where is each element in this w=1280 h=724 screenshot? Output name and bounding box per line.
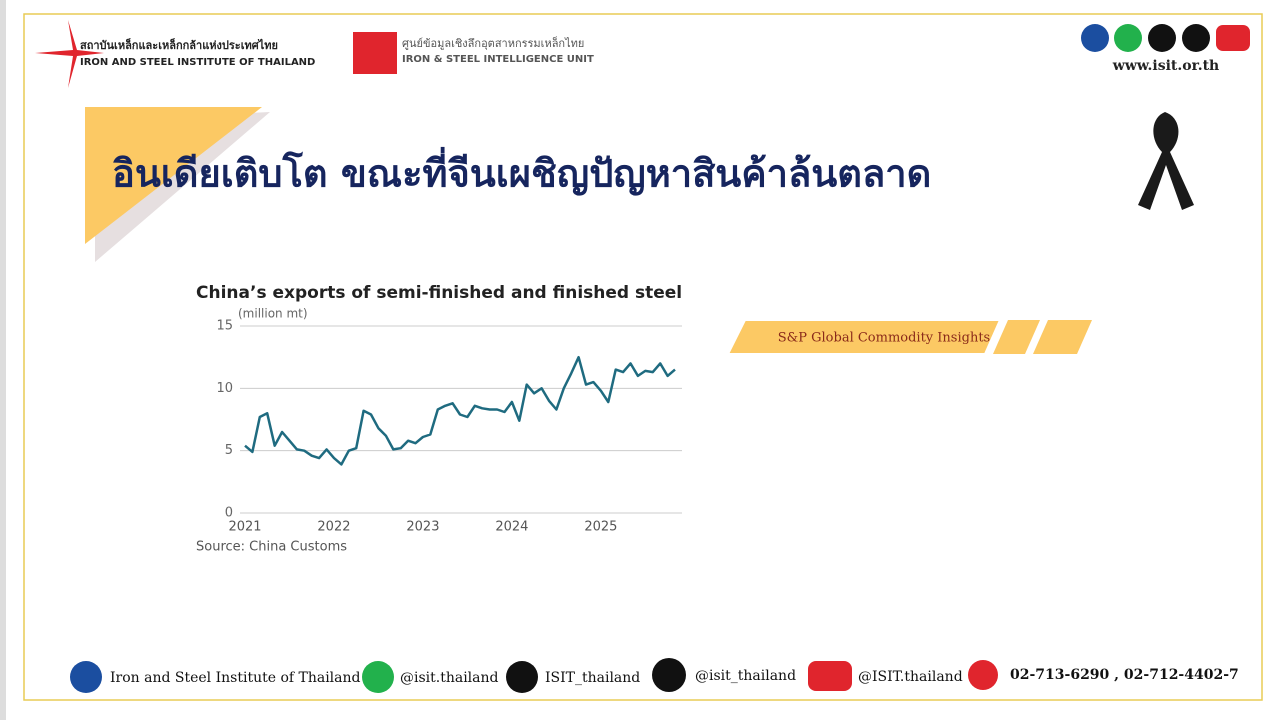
chart-source: Source: China Customs	[196, 540, 347, 555]
chart-title: China’s exports of semi-finished and fin…	[196, 283, 682, 303]
footer-tiktok[interactable]: @isit_thailand	[695, 668, 796, 684]
tag	[726, 319, 1002, 355]
frame	[23, 13, 1263, 701]
x-tick-label: 2024	[495, 520, 528, 535]
x-tick-label: 2025	[584, 520, 617, 535]
chart: China’s exports of semi-finished and fin…	[196, 283, 682, 555]
x-tick-label: 2021	[228, 520, 261, 535]
tag-stripe	[1033, 320, 1092, 354]
title-accent	[85, 107, 262, 244]
website[interactable]: www.isit.or.th	[1112, 58, 1219, 74]
y-tick-label: 5	[225, 443, 233, 458]
isit-logo	[35, 20, 104, 88]
phone-icon	[968, 660, 998, 690]
line-icon[interactable]	[362, 661, 394, 693]
data-line	[244, 355, 676, 466]
y-tick-label: 0	[225, 506, 233, 521]
slide-title: อินเดียเติบโต ขณะที่จีนเผชิญปัญหาสินค้าล…	[112, 147, 931, 196]
unit-logo	[353, 32, 397, 74]
y-tick-label: 10	[216, 381, 233, 396]
org-thai: สถาบันเหล็กและเหล็กกล้าแห่งประเทศไทย	[80, 38, 278, 52]
x-tick-label: 2022	[317, 520, 350, 535]
y-tick-label: 15	[216, 319, 233, 334]
footer-line[interactable]: @isit.thailand	[400, 670, 499, 686]
facebook-icon[interactable]	[1081, 24, 1109, 52]
y-axis-label: (million mt)	[238, 307, 308, 321]
tag-stripe	[993, 320, 1040, 354]
footer-phone: 02-713-6290 , 02-712-4402-7	[1010, 667, 1239, 683]
unit-en: IRON & STEEL INTELLIGENCE UNIT	[402, 54, 594, 65]
ribbon	[1138, 112, 1194, 210]
left-edge	[0, 0, 6, 720]
facebook-icon[interactable]	[70, 661, 102, 693]
youtube-icon[interactable]	[808, 661, 852, 691]
footer-x[interactable]: ISIT_thailand	[545, 670, 640, 686]
footer-facebook[interactable]: Iron and Steel Institute of Thailand	[110, 670, 361, 686]
footer-youtube[interactable]: @ISIT.thailand	[858, 669, 963, 685]
tiktok-icon[interactable]	[1182, 24, 1210, 52]
source-tag: S&P Global Commodity Insights	[778, 331, 990, 346]
line-icon[interactable]	[1114, 24, 1142, 52]
unit-thai: ศูนย์ข้อมูลเชิงลึกอุตสาหกรรมเหล็กไทย	[402, 36, 584, 50]
x-icon[interactable]	[506, 661, 538, 693]
org-en: IRON AND STEEL INSTITUTE OF THAILAND	[80, 57, 315, 68]
x-icon[interactable]	[1148, 24, 1176, 52]
tiktok-icon[interactable]	[652, 658, 686, 692]
youtube-icon[interactable]	[1216, 25, 1250, 51]
x-tick-label: 2023	[406, 520, 439, 535]
